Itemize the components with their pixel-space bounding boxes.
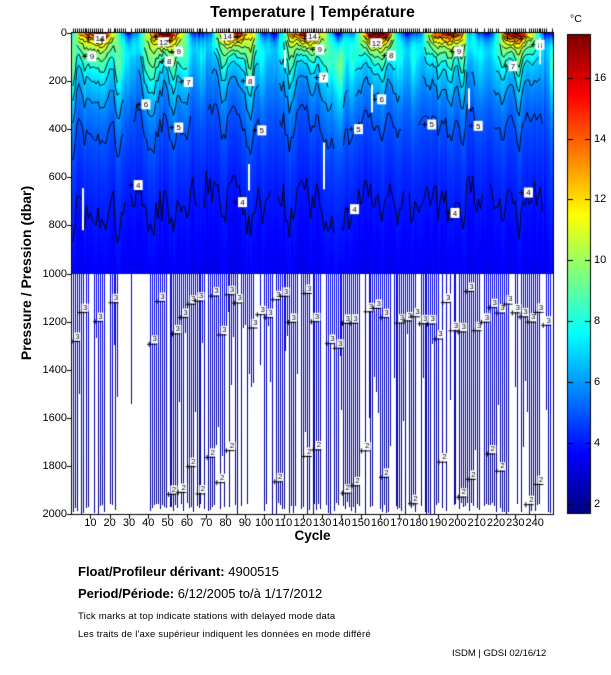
float-id: 4900515 (228, 564, 279, 579)
colorbar-tick-label: 8 (594, 315, 601, 328)
x-axis-tick-labels: 10 20 30 40 50 60 70 80 90 100 110 120 130 140 150 160 1… (0, 517, 611, 531)
x-tick-label: 210 (467, 517, 486, 529)
x-tick-label: 20 (103, 517, 116, 529)
note-english: Tick marks at top indicate stations with… (78, 611, 336, 622)
note-french: Les traits de l'axe supérieur indiquent … (78, 629, 371, 640)
x-tick-label: 80 (219, 517, 232, 529)
x-tick-label: 90 (238, 517, 251, 529)
y-tick-label: 1600 (42, 411, 67, 424)
period-line: Period/Période: 6/12/2005 to/à 1/17/2012 (78, 586, 322, 601)
x-tick-label: 100 (255, 517, 274, 529)
x-tick-label: 30 (122, 517, 136, 529)
y-axis-label: Pressure / Pression (dbar) (18, 185, 34, 361)
x-tick-label: 220 (486, 517, 506, 529)
colorbar-tick-label: 2 (594, 497, 601, 510)
y-tick-label: 600 (48, 171, 67, 184)
y-tick-label: 1400 (42, 363, 67, 376)
colorbar-tick-label: 12 (594, 193, 607, 206)
credit-stamp: ISDM | GDSI 02/16/12 (452, 648, 547, 659)
x-tick-label: 230 (506, 517, 525, 529)
y-tick-label: 400 (48, 123, 67, 136)
y-tick-label: 0 (60, 27, 67, 39)
y-tick-label: 800 (48, 219, 67, 232)
x-axis-label: Cycle (294, 528, 331, 543)
y-tick-label: 200 (48, 75, 67, 88)
period-label: Period/Période: (78, 586, 175, 601)
x-tick-label: 150 (351, 517, 370, 529)
x-tick-label: 200 (448, 517, 467, 529)
y-tick-label: 1000 (42, 267, 67, 280)
x-tick-label: 170 (390, 517, 409, 529)
colorbar-unit-label: °C (570, 13, 582, 25)
y-tick-label: 2000 (42, 508, 67, 520)
float-id-line: Float/Profileur dérivant: 4900515 (78, 564, 279, 579)
x-tick-label: 60 (180, 517, 194, 529)
x-tick-label: 70 (200, 517, 213, 529)
colorbar-tick-label: 16 (594, 71, 607, 84)
float-label: Float/Profileur dérivant: (78, 564, 225, 579)
x-tick-label: 180 (409, 517, 428, 529)
colorbar-tick-label: 10 (594, 254, 607, 267)
y-tick-label: 1800 (42, 459, 67, 472)
colorbar-tick-label: 4 (594, 436, 601, 449)
x-tick-label: 160 (370, 517, 390, 529)
x-tick-label: 130 (312, 517, 332, 529)
colorbar-tick-label: 6 (594, 376, 601, 389)
period-value: 6/12/2005 to/à 1/17/2012 (177, 586, 323, 601)
x-tick-label: 140 (332, 517, 351, 529)
x-tick-label: 240 (525, 517, 544, 529)
x-tick-label: 50 (161, 517, 174, 529)
x-tick-label: 110 (274, 517, 293, 529)
x-tick-label: 190 (428, 517, 448, 529)
chart-title: Temperature | Température (210, 4, 415, 21)
y-tick-label: 1200 (42, 315, 67, 328)
x-tick-label: 10 (84, 517, 97, 529)
colorbar-tick-label: 14 (594, 132, 607, 145)
x-tick-label: 40 (142, 517, 155, 529)
x-tick-label: 120 (293, 517, 313, 529)
